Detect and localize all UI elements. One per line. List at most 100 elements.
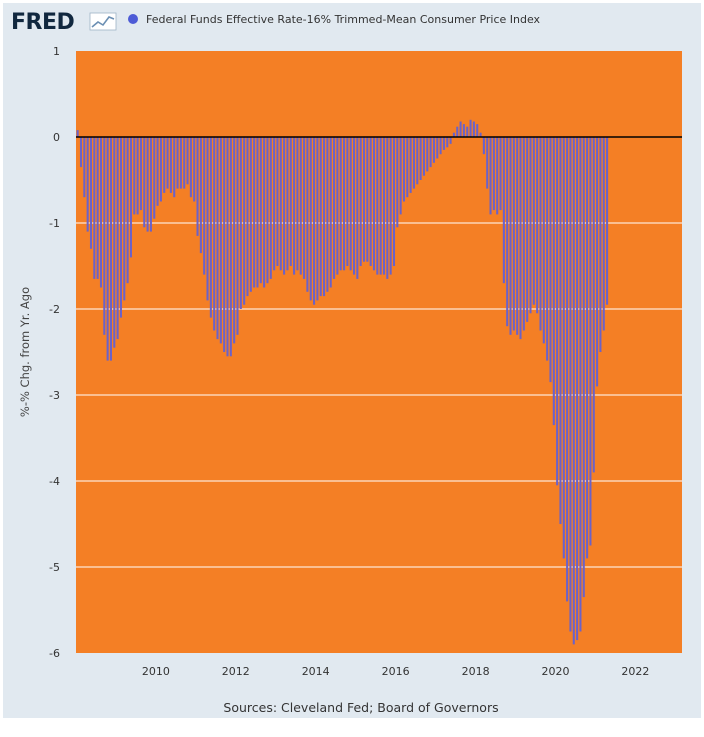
bar (576, 137, 579, 641)
bar (243, 137, 246, 305)
chart-svg: FRED Federal Funds Effective Rate-16% Tr… (11, 10, 682, 715)
fred-logo[interactable]: FRED (11, 10, 75, 35)
bar (546, 137, 549, 361)
bar (579, 137, 582, 632)
bar (326, 137, 329, 292)
bar (273, 137, 276, 271)
bar (96, 137, 99, 279)
bar (386, 137, 389, 279)
bar (353, 137, 356, 275)
bar (492, 137, 495, 211)
bar (199, 137, 202, 254)
bar (259, 137, 262, 284)
bar (299, 137, 302, 275)
bar (592, 137, 595, 473)
bar (466, 126, 469, 137)
bar (319, 137, 322, 297)
bar (419, 137, 422, 180)
bar (582, 137, 585, 598)
bar-series (76, 119, 609, 645)
bar (556, 137, 559, 486)
bar (206, 137, 209, 301)
bar (536, 137, 539, 314)
bar (382, 137, 386, 275)
y-tick-label: -3 (49, 389, 60, 402)
bar (83, 137, 86, 198)
bar (412, 137, 415, 189)
bar (89, 137, 93, 249)
bar (486, 137, 489, 189)
bar (279, 137, 282, 271)
bar (336, 137, 339, 275)
bar (239, 137, 242, 309)
x-tick-label: 2018 (462, 665, 490, 678)
bar (599, 137, 602, 352)
bar (283, 137, 286, 275)
bar (233, 137, 236, 344)
bar (103, 137, 106, 335)
bar (156, 137, 159, 206)
bar (289, 137, 292, 266)
x-tick-label: 2022 (621, 665, 649, 678)
bar (426, 137, 429, 172)
bar (253, 137, 256, 288)
bar (436, 137, 439, 159)
bar (519, 137, 522, 340)
bar (169, 137, 172, 193)
bar (462, 124, 465, 137)
bar (562, 137, 565, 559)
bar (303, 137, 306, 279)
y-tick-label: -1 (49, 217, 60, 230)
bar (566, 137, 569, 602)
bar (346, 137, 349, 266)
x-tick-label: 2010 (142, 665, 170, 678)
bar (349, 137, 352, 271)
bar (409, 137, 412, 193)
bar (76, 130, 79, 137)
bar (459, 121, 462, 137)
bar (183, 137, 186, 189)
bar (126, 137, 129, 284)
bar (123, 137, 126, 301)
bar (109, 137, 112, 361)
bar (143, 137, 146, 228)
bar (469, 119, 472, 137)
bar (229, 137, 232, 357)
bar (499, 137, 502, 211)
bar (339, 137, 342, 271)
bar (286, 137, 289, 271)
bar (516, 137, 519, 335)
y-tick-label: 1 (53, 45, 60, 58)
bar (219, 137, 222, 344)
x-tick-label: 2020 (542, 665, 570, 678)
bar (586, 137, 589, 559)
bar (509, 137, 512, 335)
bar (406, 137, 409, 198)
bar (572, 137, 575, 645)
bar (422, 137, 425, 176)
y-axis-label: %-% Chg. from Yr. Ago (18, 287, 32, 417)
bar (333, 137, 336, 279)
bar (316, 137, 319, 301)
bar (482, 137, 485, 155)
bar (356, 137, 359, 279)
bar (269, 137, 272, 279)
bar (369, 137, 372, 266)
bar (313, 137, 316, 305)
bar (396, 137, 399, 228)
bar (429, 137, 432, 168)
x-axis-ticks: 2010 2012 2014 2016 2018 2020 2022 (142, 665, 650, 678)
bar (246, 137, 249, 297)
y-tick-label: -2 (49, 303, 60, 316)
bar (552, 137, 555, 426)
bar (526, 137, 529, 322)
bar (329, 137, 332, 288)
bar (306, 137, 309, 292)
bar (129, 137, 132, 258)
bar (173, 137, 176, 198)
bar (542, 137, 545, 344)
bar (402, 137, 405, 202)
bar (596, 137, 599, 387)
bar (323, 137, 326, 297)
legend-label[interactable]: Federal Funds Effective Rate-16% Trimmed… (146, 13, 541, 26)
